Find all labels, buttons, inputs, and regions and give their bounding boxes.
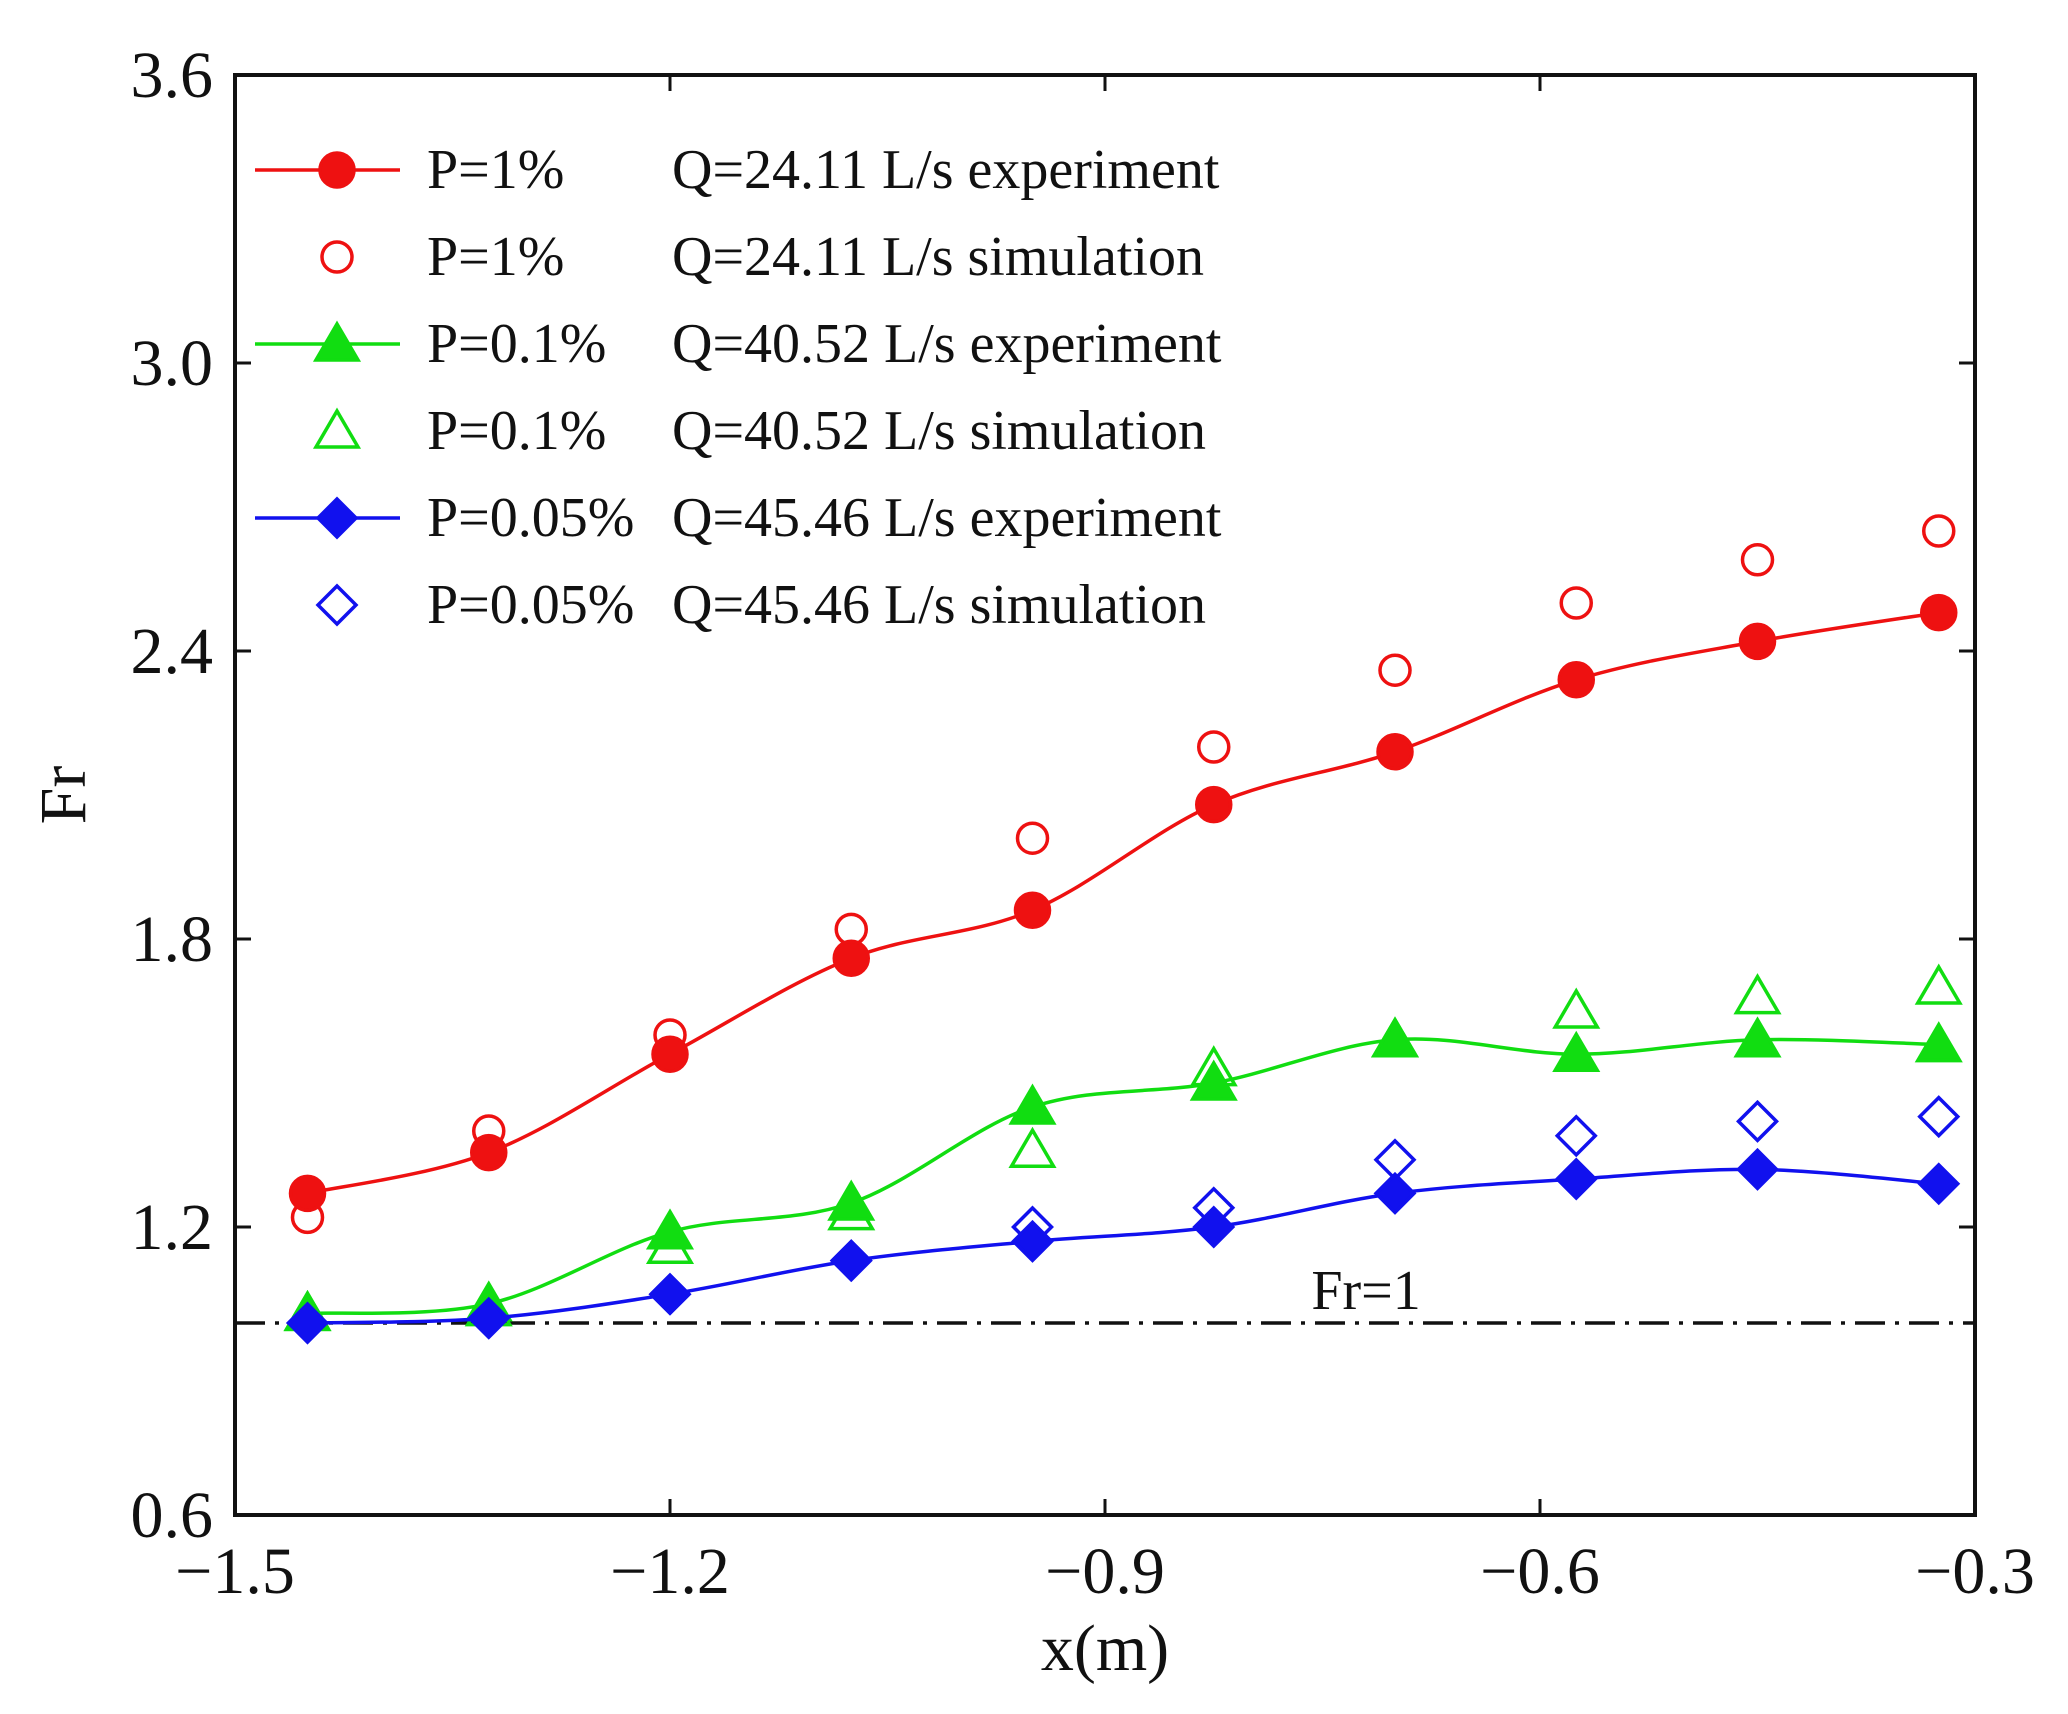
data-point bbox=[470, 1133, 508, 1172]
series-4 bbox=[286, 1147, 1961, 1345]
data-point bbox=[645, 1208, 695, 1250]
x-tick-label: −1.2 bbox=[610, 1535, 730, 1608]
legend-label-p: P=0.05% bbox=[427, 487, 634, 549]
legend-entry: P=1% Q=24.11 L/s experiment bbox=[255, 139, 1220, 201]
data-point bbox=[1559, 586, 1593, 620]
legend-label-p: P=0.05% bbox=[427, 574, 634, 636]
data-point bbox=[1376, 733, 1414, 771]
data-point bbox=[827, 1179, 876, 1221]
data-point bbox=[1013, 891, 1052, 929]
legend-label-q: Q=40.52 L/s experiment bbox=[672, 313, 1222, 375]
legend-label-q: Q=24.11 L/s experiment bbox=[672, 139, 1220, 201]
legend-entry: P=0.1% Q=40.52 L/s experiment bbox=[255, 313, 1222, 375]
data-point bbox=[1554, 1114, 1598, 1158]
data-point bbox=[1192, 1205, 1236, 1249]
legend-marker bbox=[320, 240, 354, 274]
legend-label-q: Q=24.11 L/s simulation bbox=[672, 226, 1204, 288]
data-point bbox=[1189, 1059, 1238, 1101]
data-point bbox=[1195, 785, 1233, 824]
data-point bbox=[1733, 1016, 1782, 1058]
legend-label-q: Q=45.46 L/s experiment bbox=[672, 487, 1222, 549]
data-point bbox=[1008, 1126, 1057, 1168]
y-tick-label: 0.6 bbox=[131, 1479, 214, 1552]
data-point bbox=[1552, 1030, 1601, 1072]
y-tick-label: 3.0 bbox=[131, 327, 214, 400]
data-point bbox=[1011, 1219, 1054, 1263]
legend-entry: P=0.1% Q=40.52 L/s simulation bbox=[312, 400, 1206, 462]
series-line bbox=[307, 1167, 1939, 1325]
legend-marker bbox=[315, 496, 359, 540]
data-point bbox=[651, 1035, 689, 1073]
x-tick-label: −1.5 bbox=[175, 1535, 295, 1608]
x-tick-label: −0.6 bbox=[1480, 1535, 1600, 1608]
data-point bbox=[829, 1239, 873, 1283]
legend-label-q: Q=45.46 L/s simulation bbox=[672, 574, 1206, 636]
series-line bbox=[307, 1037, 1939, 1316]
y-tick-label: 3.6 bbox=[131, 39, 214, 112]
series-1 bbox=[290, 514, 1956, 1235]
data-point bbox=[648, 1272, 692, 1316]
x-axis-title: x(m) bbox=[1041, 1612, 1169, 1685]
legend-marker bbox=[312, 407, 362, 449]
data-point bbox=[1008, 1083, 1057, 1125]
data-point bbox=[286, 1301, 329, 1345]
reference-line-label: Fr=1 bbox=[1311, 1260, 1420, 1322]
legend-entry: P=0.05% Q=45.46 L/s simulation bbox=[315, 574, 1206, 636]
plot-layer: Fr=1 bbox=[235, 514, 1975, 1345]
legend-marker bbox=[318, 151, 356, 189]
legend-label-p: P=1% bbox=[427, 226, 564, 288]
data-point bbox=[1552, 987, 1601, 1029]
legend: P=1% Q=24.11 L/s experiment P=1% Q=24.11 L/… bbox=[255, 139, 1222, 636]
data-point bbox=[1917, 1162, 1961, 1206]
legend-marker bbox=[315, 583, 359, 627]
legend-entry: P=1% Q=24.11 L/s simulation bbox=[320, 226, 1204, 288]
data-point bbox=[1736, 1147, 1779, 1191]
data-point bbox=[1920, 593, 1958, 632]
legend-marker bbox=[312, 320, 362, 362]
data-point bbox=[1378, 653, 1412, 687]
y-tick-label: 1.8 bbox=[131, 903, 214, 976]
data-point bbox=[1373, 1171, 1417, 1215]
x-tick-label: −0.3 bbox=[1915, 1535, 2035, 1608]
data-point bbox=[1738, 622, 1777, 661]
legend-label-p: P=0.1% bbox=[427, 313, 606, 375]
series-0 bbox=[288, 593, 1958, 1213]
data-point bbox=[1197, 730, 1231, 764]
legend-label-p: P=0.1% bbox=[427, 400, 606, 462]
data-point bbox=[288, 1174, 327, 1213]
data-point bbox=[1554, 1157, 1598, 1201]
legend-entry: P=0.05% Q=45.46 L/s experiment bbox=[255, 487, 1222, 549]
data-point bbox=[1914, 1021, 1963, 1063]
data-point bbox=[832, 939, 870, 977]
data-point bbox=[467, 1296, 511, 1340]
data-point bbox=[1733, 973, 1782, 1015]
x-tick-label: −0.9 bbox=[1045, 1535, 1165, 1608]
data-point bbox=[1015, 821, 1050, 855]
y-tick-label: 2.4 bbox=[131, 615, 214, 688]
data-point bbox=[1557, 661, 1595, 699]
data-point bbox=[1922, 514, 1956, 548]
legend-label-q: Q=40.52 L/s simulation bbox=[672, 400, 1206, 462]
data-point bbox=[1370, 1016, 1420, 1058]
y-tick-label: 1.2 bbox=[131, 1191, 214, 1264]
legend-label-p: P=1% bbox=[427, 139, 564, 201]
data-point bbox=[1736, 1099, 1779, 1143]
y-axis-title: Fr bbox=[27, 766, 100, 825]
data-point bbox=[1740, 543, 1775, 577]
axes-layer: −1.5 −1.2 −0.9 −0.6 −0.3 0.6 1.2 1.8 2.4 3.0 3.6 bbox=[131, 39, 2035, 1608]
series-line bbox=[307, 610, 1940, 1196]
data-point bbox=[1914, 963, 1963, 1005]
data-point bbox=[1917, 1095, 1961, 1139]
